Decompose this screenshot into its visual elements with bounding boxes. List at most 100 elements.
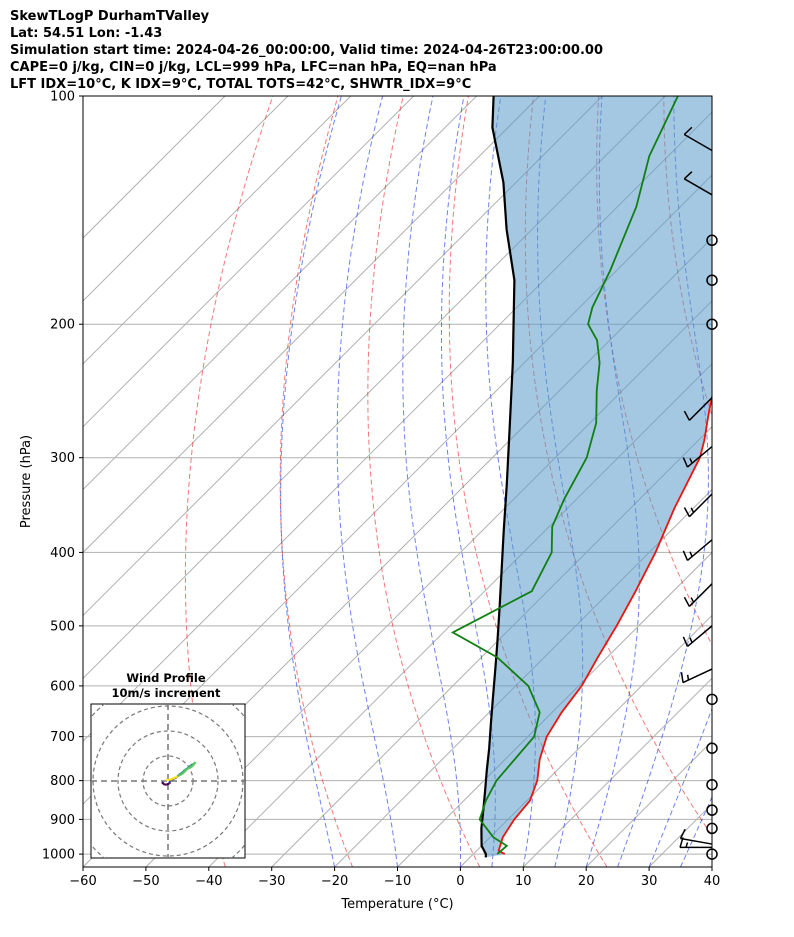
hodograph-segment — [161, 781, 166, 786]
wind-barb — [680, 668, 713, 684]
y-tick-label: 100 — [50, 90, 75, 105]
barb-flag — [680, 672, 684, 683]
calm-wind-circle — [706, 822, 718, 835]
y-tick-label: 300 — [50, 451, 75, 466]
hodograph-segment — [191, 761, 197, 768]
isotherm-gridline — [711, 866, 712, 867]
isotherm-gridline — [83, 96, 540, 554]
wind-barb — [682, 625, 713, 648]
y-tick-label: 1000 — [42, 848, 75, 863]
y-axis-label: Pressure (hPa) — [19, 435, 34, 528]
isotherm-gridline — [83, 96, 352, 365]
x-tick-label: −30 — [258, 874, 285, 889]
isotherm-gridline — [83, 96, 415, 428]
barb-half-flag — [690, 507, 695, 513]
barb-shaft — [687, 445, 713, 468]
dry-adiabat — [279, 96, 353, 867]
moist-adiabat — [402, 96, 461, 867]
isotherm-gridline — [83, 96, 226, 239]
barb-flag — [683, 126, 693, 136]
temperature-line — [497, 392, 712, 855]
x-tick-label: −20 — [321, 874, 348, 889]
y-tick-label: 900 — [50, 813, 75, 828]
calm-wind-circle — [706, 778, 718, 791]
inset-clip-group — [91, 704, 245, 858]
y-tick-label: 600 — [50, 679, 75, 694]
calm-wind-circle — [706, 848, 718, 860]
x-tick-label: −60 — [69, 874, 96, 889]
barb-shaft — [680, 837, 713, 845]
x-tick-label: 40 — [704, 874, 721, 889]
x-axis-label: Temperature (°C) — [340, 897, 453, 912]
barb-half-flag — [690, 597, 695, 603]
barb-half-flag — [689, 551, 693, 557]
wind-barb — [683, 583, 713, 607]
x-tick-label: −50 — [132, 874, 159, 889]
wind-barb — [679, 828, 713, 845]
hodograph-segment — [181, 768, 188, 775]
barb-flag — [683, 171, 693, 180]
y-tick-label: 700 — [50, 730, 75, 745]
barb-flag — [682, 457, 689, 468]
indices-line-2: LFT IDX=10°C, K IDX=9°C, TOTAL TOTS=42°C… — [10, 77, 472, 92]
calm-wind-circle — [706, 274, 718, 286]
inset-subtitle: 10m/s increment — [112, 686, 221, 700]
barb-shaft — [687, 625, 713, 648]
axes: −60 −50 −40 −30 −20 −10 0 10 20 30 40 1000 900 800 700… — [19, 90, 720, 913]
hodograph-segment — [166, 782, 170, 786]
location-line: Lat: 54.51 Lon: -1.43 — [10, 26, 163, 41]
isotherm-gridline — [334, 488, 712, 867]
x-tick-label: 30 — [641, 874, 658, 889]
plot-clip-group — [83, 96, 794, 867]
chart-title: SkewTLogP DurhamTValley — [10, 9, 210, 24]
wind-barb — [682, 445, 713, 468]
isotherm-gridline — [83, 96, 289, 302]
barb-shaft — [683, 133, 713, 152]
dry-adiabat — [367, 96, 481, 867]
hodograph-segment — [168, 781, 172, 785]
barb-half-flag — [685, 842, 689, 848]
barb-flag — [683, 596, 691, 607]
y-tick-label: 800 — [50, 774, 75, 789]
hodograph-segment — [186, 765, 193, 770]
barb-shaft — [688, 397, 713, 421]
barb-shaft — [687, 539, 713, 561]
calm-wind-circle — [706, 234, 718, 247]
barb-flag — [683, 410, 691, 421]
x-tick-label: 0 — [456, 874, 464, 889]
moist-adiabat — [648, 707, 712, 867]
hodograph-segment — [168, 777, 174, 781]
dry-adiabat — [729, 96, 794, 867]
barb-flag — [679, 828, 686, 839]
calm-wind-circle — [706, 742, 718, 754]
isotherm-gridline — [83, 96, 603, 617]
chart-header: SkewTLogP DurhamTValley Lat: 54.51 Lon: … — [10, 8, 790, 93]
y-tick-label: 200 — [50, 318, 75, 333]
barb-flag — [682, 636, 689, 647]
moist-adiabat — [280, 96, 342, 867]
parcel-profile-line — [480, 96, 516, 858]
isotherm-gridline — [522, 677, 712, 867]
barb-flag — [682, 550, 689, 561]
barb-shaft — [682, 668, 713, 684]
x-tick-label: 20 — [578, 874, 595, 889]
wind-barbs — [679, 126, 718, 860]
x-tick-label: −10 — [384, 874, 411, 889]
wind-barb — [683, 171, 713, 196]
x-tick-label: −40 — [195, 874, 222, 889]
hodograph-ring — [117, 730, 219, 832]
hodograph-segment — [172, 775, 179, 780]
calm-wind-circle — [706, 804, 718, 816]
barb-shaft — [683, 178, 713, 196]
wind-barb — [683, 397, 713, 421]
wind-barb — [683, 126, 713, 152]
moist-adiabat — [336, 96, 398, 867]
barb-half-flag — [686, 674, 690, 681]
plot-area — [83, 96, 794, 867]
indices-line-1: CAPE=0 j/kg, CIN=0 j/kg, LCL=999 hPa, LF… — [10, 60, 497, 75]
dewpoint-line — [450, 96, 679, 855]
moist-adiabat — [537, 96, 584, 867]
barb-flag — [683, 507, 691, 518]
